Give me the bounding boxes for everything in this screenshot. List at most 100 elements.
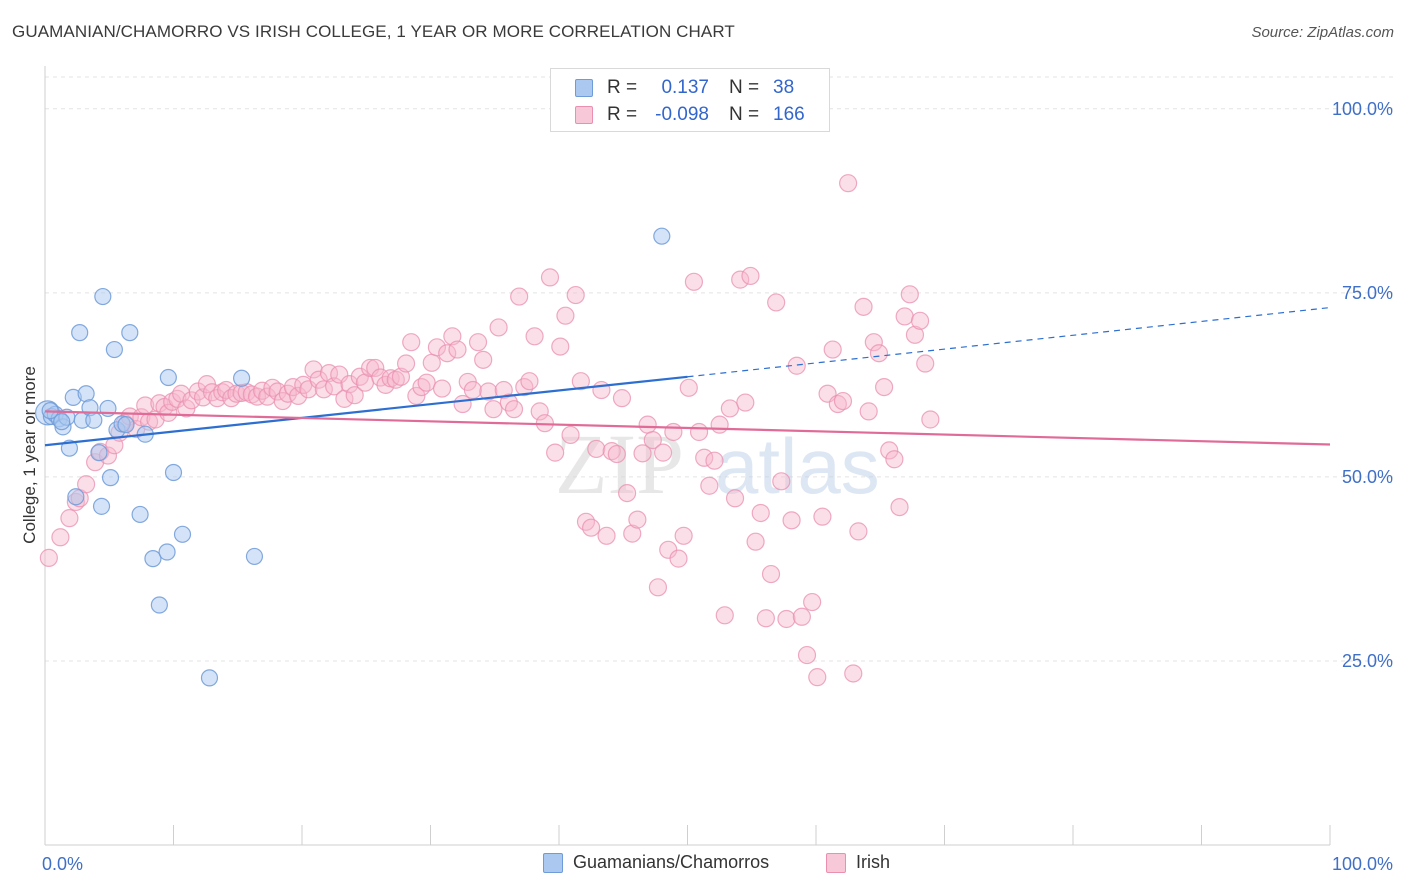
- irish-point: [515, 377, 534, 397]
- irish-point: [905, 325, 925, 344]
- irish-point: [304, 360, 323, 379]
- irish-point: [895, 307, 914, 326]
- legend-item-irish[interactable]: Irish: [826, 852, 890, 873]
- irish-point: [247, 387, 267, 406]
- irish-point: [60, 509, 79, 528]
- irish-point: [623, 524, 642, 543]
- irish-point: [669, 549, 688, 568]
- irish-point: [556, 306, 575, 325]
- irish-point: [432, 379, 452, 398]
- irish-point: [618, 484, 637, 503]
- irish-point: [340, 375, 359, 394]
- irish-point: [849, 522, 868, 541]
- irish-point: [689, 422, 709, 442]
- y-tick-label: 50.0%: [1342, 467, 1393, 487]
- guamanian-point: [200, 669, 219, 687]
- guamanian-trend-extension: [687, 306, 1331, 378]
- legend-swatch-pink: [575, 106, 593, 124]
- irish-point: [844, 664, 863, 683]
- irish-point: [607, 444, 626, 464]
- irish-point: [828, 394, 847, 414]
- guamanian-point: [159, 368, 177, 387]
- irish-point: [576, 512, 596, 531]
- irish-point: [700, 476, 719, 495]
- guamanian-point: [158, 543, 176, 561]
- irish-point: [438, 344, 457, 363]
- irish-point: [612, 389, 632, 408]
- legend-n-label: N =: [729, 104, 760, 125]
- irish-point: [725, 489, 745, 508]
- irish-point: [767, 293, 786, 312]
- irish-point: [582, 518, 601, 537]
- irish-point: [597, 526, 616, 545]
- legend-label-guamanians: Guamanians/Chamorros: [573, 852, 770, 872]
- irish-point: [638, 415, 657, 434]
- x-tick-label: 0.0%: [42, 854, 83, 874]
- irish-point: [705, 451, 724, 470]
- irish-point: [782, 511, 801, 530]
- guamanian-point: [144, 550, 162, 568]
- irish-point: [202, 383, 222, 402]
- irish-point: [551, 337, 570, 356]
- legend-r-label: R =: [607, 77, 638, 98]
- irish-point: [731, 270, 750, 289]
- guamanian-point: [92, 497, 111, 515]
- legend-row-guamanian: R = 0.137 N = 38: [575, 77, 794, 99]
- guamanian-point: [121, 324, 139, 342]
- irish-point: [875, 377, 894, 397]
- legend-n-value: 166: [773, 104, 805, 125]
- irish-point: [602, 442, 621, 461]
- irish-point: [910, 311, 930, 330]
- irish-point: [474, 350, 493, 369]
- irish-point: [720, 399, 740, 418]
- irish-point: [746, 532, 765, 551]
- guamanian-point: [85, 411, 103, 429]
- irish-point: [386, 370, 405, 389]
- source-label: Source: ZipAtlas.com: [1251, 24, 1394, 41]
- irish-point: [797, 645, 817, 665]
- guamanian-point: [101, 469, 120, 487]
- guamanian-point: [53, 413, 71, 431]
- irish-point: [756, 609, 775, 628]
- axes: [44, 66, 1331, 846]
- irish-point: [314, 380, 333, 399]
- guamanian-point: [90, 444, 108, 462]
- guamanian-point: [150, 596, 168, 614]
- irish-point: [684, 272, 704, 291]
- legend-row-irish: R = -0.098 N = 166: [575, 104, 805, 126]
- irish-point: [159, 403, 178, 422]
- irish-point: [530, 402, 549, 421]
- legend-item-guamanians[interactable]: Guamanians/Chamorros: [543, 852, 769, 873]
- irish-point: [468, 333, 488, 352]
- irish-point: [628, 510, 647, 529]
- guamanian-point: [131, 505, 149, 524]
- irish-trend-line: [44, 410, 1331, 446]
- guamanian-point: [653, 227, 671, 245]
- legend-n-label: N =: [729, 77, 760, 98]
- irish-point: [664, 422, 683, 442]
- irish-point: [900, 285, 919, 304]
- irish-point: [792, 607, 811, 626]
- irish-point: [39, 548, 58, 567]
- irish-point: [453, 394, 472, 414]
- irish-point: [520, 372, 539, 391]
- irish-point: [422, 353, 441, 372]
- guamanian-trend-line: [44, 375, 688, 447]
- irish-point: [715, 606, 734, 625]
- legend-r-value: 0.137: [661, 77, 709, 98]
- irish-point: [479, 382, 498, 401]
- irish-point: [253, 381, 272, 400]
- irish-point: [890, 497, 909, 517]
- irish-point: [463, 380, 483, 400]
- irish-point: [679, 378, 698, 397]
- irish-point: [402, 333, 421, 352]
- irish-point: [880, 441, 899, 460]
- irish-point: [823, 340, 842, 359]
- y-axis-title: College, 1 year or more: [20, 366, 39, 544]
- legend-swatch-blue: [575, 79, 593, 97]
- irish-point: [643, 430, 662, 450]
- grid-lines: [45, 76, 1394, 662]
- irish-point: [854, 297, 873, 316]
- irish-point: [561, 425, 580, 445]
